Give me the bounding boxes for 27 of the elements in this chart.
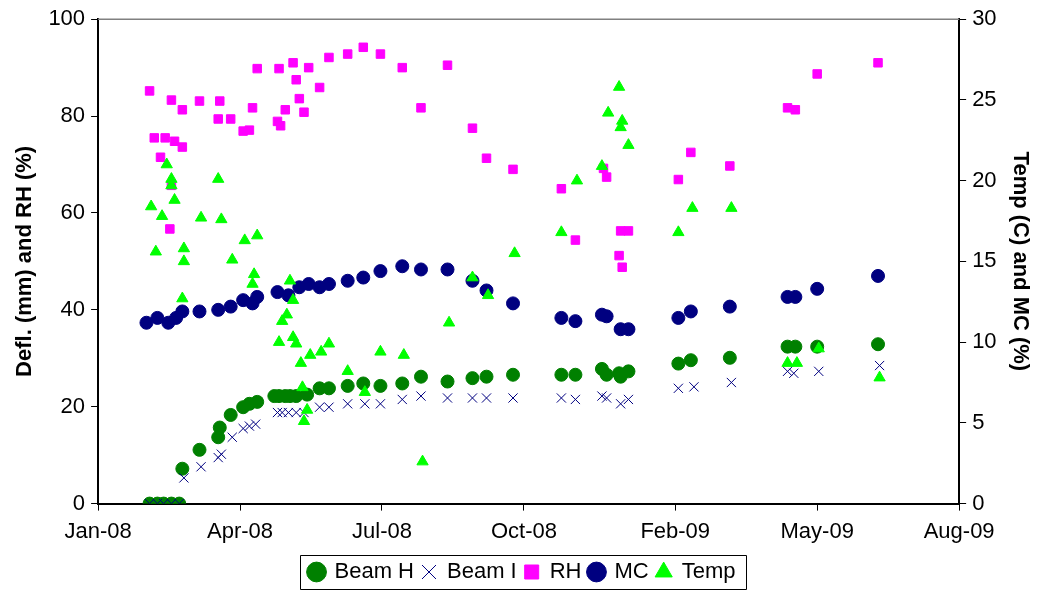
x-tick-label: Feb-09 xyxy=(640,517,711,543)
y2-tick-label: 20 xyxy=(972,166,997,192)
legend-label: Beam H xyxy=(334,558,415,584)
x-tick-label: Apr-08 xyxy=(207,517,274,543)
y-tick-label: 60 xyxy=(60,199,86,225)
x-tick-label: May-09 xyxy=(780,517,854,543)
x-tick-label: Jan-08 xyxy=(64,517,132,543)
legend-label: Beam I xyxy=(446,558,517,584)
y2-tick-label: 25 xyxy=(972,86,997,111)
y-tick-label: 0 xyxy=(72,489,86,515)
y-tick-label: 20 xyxy=(60,392,86,418)
x-tick-label: Jul-08 xyxy=(352,517,412,543)
x-tick-label: Aug-09 xyxy=(923,517,995,543)
y2-tick-label: 15 xyxy=(972,247,997,273)
y2-tick-label: 10 xyxy=(972,328,997,354)
y-tick-label: 80 xyxy=(60,102,86,128)
legend-label: MC xyxy=(614,558,649,584)
y2-tick-label: 5 xyxy=(972,408,985,434)
y2-tick-label: 30 xyxy=(972,5,997,31)
y-tick-label: 40 xyxy=(60,295,86,321)
legend-label: RH xyxy=(549,558,582,584)
y2-tick-label: 0 xyxy=(972,489,985,515)
y2-axis-title: Temp (C) and MC (%) xyxy=(1008,151,1034,372)
legend-label: Temp xyxy=(681,558,736,584)
y-tick-label: 100 xyxy=(48,5,86,31)
x-tick-label: Oct-08 xyxy=(490,517,557,543)
y-axis-title: Defl. (mm) and RH (%) xyxy=(11,145,37,377)
